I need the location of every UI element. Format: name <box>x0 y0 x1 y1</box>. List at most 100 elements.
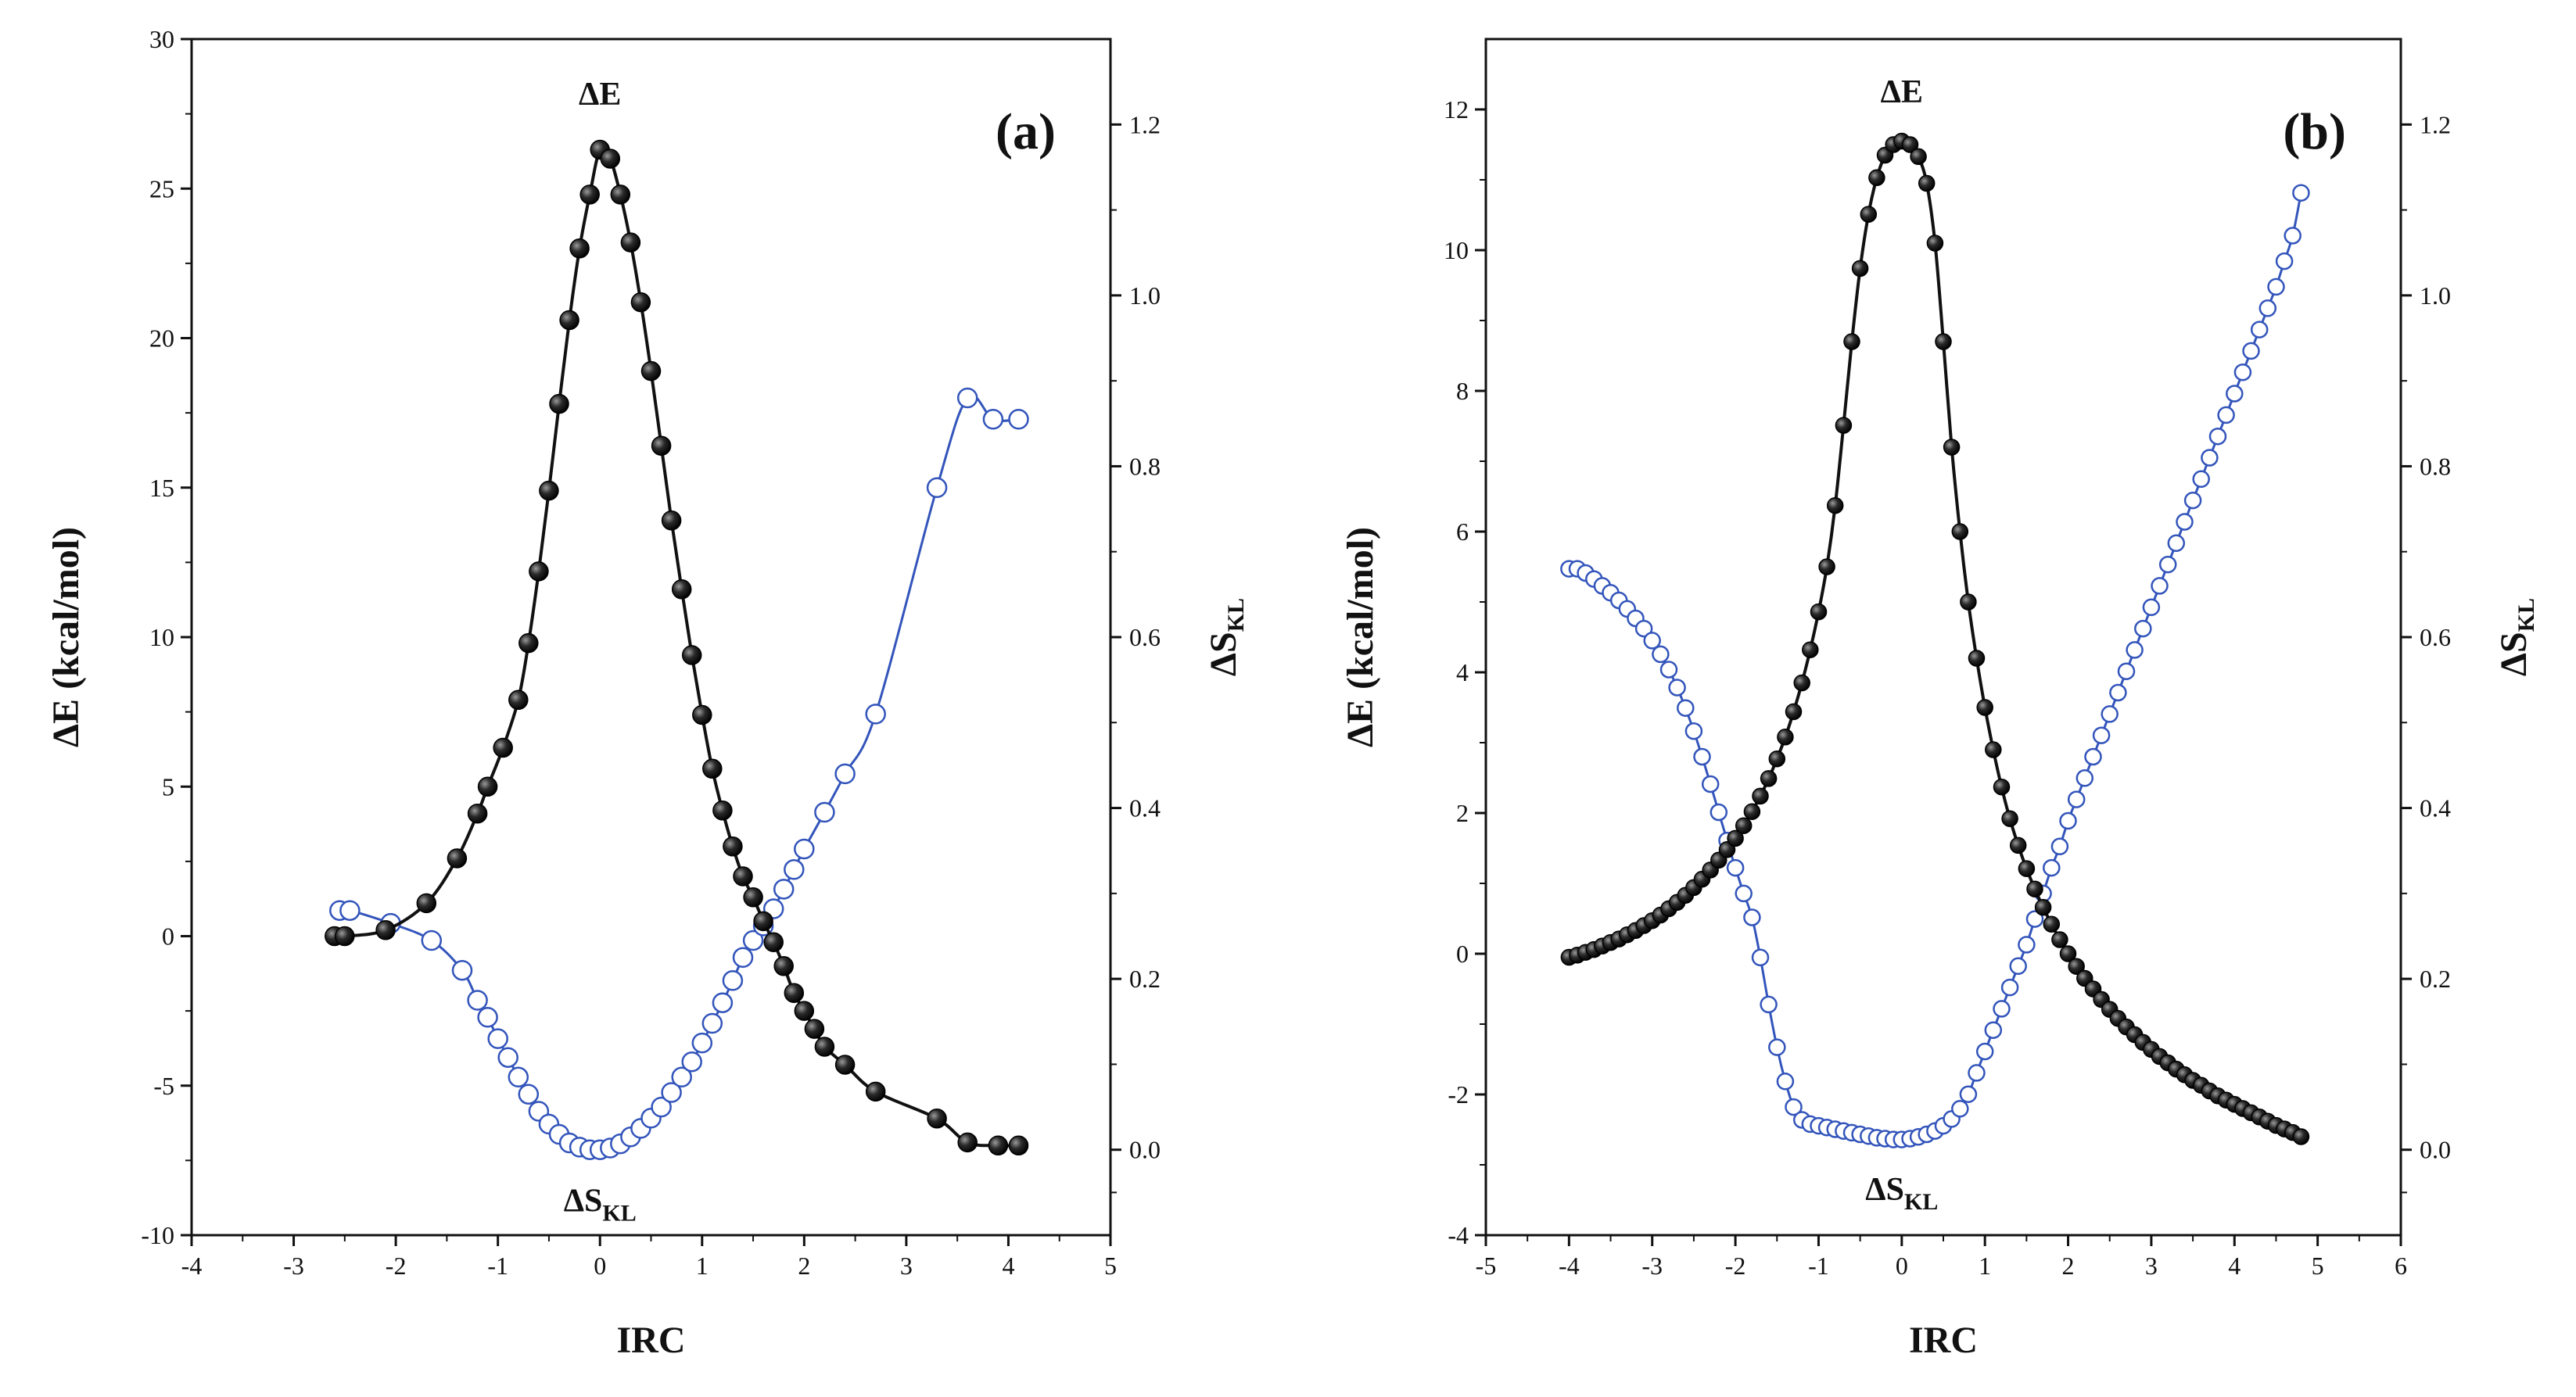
panel-a-series-delta-skl-point <box>467 990 488 1011</box>
panel-a-series-delta-e-point <box>579 184 600 205</box>
panel-a-series-delta-e-point <box>743 887 763 908</box>
panel-a-series-delta-e-point <box>957 1132 978 1153</box>
panel-b-series-delta-e-point <box>1976 699 1993 716</box>
panel-b-series-delta-skl-point <box>2201 449 2219 467</box>
panel-b-series-delta-skl-point <box>2000 978 2019 997</box>
panel-a-ytick-left-label: 25 <box>149 174 174 202</box>
panel-b-series-delta-skl-point <box>2242 342 2260 360</box>
panel-a-ytick-left-label: 30 <box>149 25 174 53</box>
panel-b-series-delta-e-point <box>1718 841 1736 858</box>
panel-a-y-axis-label-right-main: ΔS <box>1203 632 1244 676</box>
panel-b-series-delta-e-point <box>1785 703 1803 721</box>
panel-a-series-delta-skl-point <box>982 409 1004 430</box>
panel-b-series-delta-skl-point <box>1951 1100 1969 1118</box>
panel-b-series-delta-skl-point <box>2267 278 2285 296</box>
panel-a-series-delta-e-point <box>549 393 569 414</box>
panel-b-series-delta-e <box>1560 132 2310 1145</box>
panel-a-series-delta-skl-point <box>814 801 835 823</box>
panel-b-series-delta-e-point <box>1777 729 1794 746</box>
panel-b-ytick-left-label: 2 <box>1456 799 1469 827</box>
panel-b-series-delta-skl-point <box>2208 427 2227 446</box>
panel-a-xtick-label: 4 <box>1002 1252 1014 1280</box>
panel-a-series-delta-e-point <box>640 360 662 381</box>
panel-a-xtick-label: -2 <box>386 1252 407 1280</box>
panel-a-series-delta-skl-point <box>865 704 886 725</box>
panel-b-y-axis-label-right: ΔSKL <box>2493 598 2539 676</box>
panel-b-series-delta-skl-point <box>1776 1073 1795 1091</box>
panel-b-series-delta-skl-point <box>1735 884 1753 903</box>
panel-a-series-delta-e-point <box>773 956 794 976</box>
panel-b-series-delta-skl-point <box>2018 936 2036 954</box>
panel-b-series-delta-e-point <box>1793 674 1810 692</box>
panel-b-series-delta-skl-point <box>2059 811 2077 830</box>
panel-b-series-delta-e-point <box>1960 593 1977 611</box>
panel-b-series-delta-skl-point <box>2233 363 2252 381</box>
panel-a-series-delta-skl-point <box>487 1028 508 1049</box>
panel-b-frame <box>1484 38 2402 1237</box>
panel-b-series-delta-skl-point <box>1677 699 1695 717</box>
panel-a-series-delta-e-point <box>416 893 437 914</box>
panel-a-series-delta-skl-point <box>508 1066 529 1088</box>
panel-a-ytick-left-label: 5 <box>162 772 174 801</box>
panel-a-ytick-left-label: 15 <box>149 474 174 502</box>
panel-b-series-delta-skl-point <box>2275 252 2294 270</box>
panel-b-series-delta-skl-point <box>2176 513 2194 531</box>
panel-b-ytick-right-label: 0.8 <box>2420 452 2451 480</box>
panel-b-ytick-right-label: 1.0 <box>2420 281 2451 310</box>
panel-b-xtick-label: -2 <box>1725 1252 1746 1280</box>
panel-b-series-delta-skl-point <box>1785 1098 1803 1116</box>
panel-a-series-delta-e-point <box>518 632 539 654</box>
panel-b-annotation-main: ΔS <box>1865 1172 1904 1208</box>
panel-a-series-delta-skl-point <box>742 930 764 951</box>
panel-b-series-delta-e-point <box>1868 169 1885 187</box>
panel-a-series-delta-skl-point <box>722 970 744 991</box>
panel-b-series-delta-skl-point <box>2126 641 2144 659</box>
panel-a-series-delta-e-point <box>335 926 355 947</box>
panel-b-series-delta-e-point <box>1943 439 1961 456</box>
panel-b-series-delta-e-point <box>1743 803 1761 820</box>
panel-b-series-delta-skl-point <box>1634 619 1653 638</box>
panel-a-series-delta-e-point <box>529 561 549 582</box>
panel-b-series-delta-e-point <box>2051 931 2068 948</box>
panel-b-series-delta-skl-point <box>2142 598 2161 617</box>
panel-b-series-delta-skl-point <box>2167 534 2186 553</box>
panel-b-xtick-label: 6 <box>2395 1252 2407 1280</box>
panel-a-series-delta-e-point <box>804 1019 825 1039</box>
panel-b-series-delta-skl-point <box>2258 299 2277 317</box>
panel-b-series-delta-skl-point <box>1959 1085 1978 1103</box>
panel-a-series-delta-skl-point <box>712 992 734 1013</box>
panel-b-series-delta-e-point <box>1901 136 1919 153</box>
panel-a-ytick-left-label: 0 <box>162 922 174 951</box>
panel-b-ytick-right-label: 0.2 <box>2420 965 2451 993</box>
panel-b-series-delta-skl-point <box>2292 184 2310 202</box>
panel-b-series-delta-skl-point <box>2067 790 2086 808</box>
panel-a-series-delta-e-point <box>988 1135 1009 1156</box>
panel-b-series-delta-skl-point <box>1726 858 1745 877</box>
panel-b-series-delta-e-point <box>1860 206 1878 223</box>
panel-b-series-delta-skl-point <box>2151 577 2169 595</box>
panel-a-frame <box>190 38 1112 1237</box>
panel-a-series-delta-e-point <box>600 149 621 169</box>
panel-b-ytick-left-label: 6 <box>1456 518 1469 546</box>
panel-b-annotation-delta-e: ΔE <box>1881 74 1923 110</box>
panel-a-xtick-label: 2 <box>798 1252 810 1280</box>
panel-b-series-delta-skl-point <box>2117 662 2136 680</box>
panel-b-ytick-left-label: 10 <box>1444 236 1469 264</box>
panel-a-series-delta-skl-point <box>1008 409 1029 430</box>
panel-b-series-delta-e-point <box>1760 770 1778 787</box>
panel-a-ytick-right-label: 1.0 <box>1129 281 1161 310</box>
panel-a-series-delta-e-point <box>620 232 641 253</box>
panel-a-series-delta-e <box>325 139 1029 1156</box>
panel-b-series-delta-skl-point <box>2009 957 2027 976</box>
panel-b-series-delta-e-point <box>1851 260 1869 278</box>
panel-a-series-delta-e-point <box>569 238 590 259</box>
panel-b-ytick-left-label: 0 <box>1456 940 1469 968</box>
panel-b-series-delta-skl-point <box>2101 705 2119 723</box>
panel-b-series-delta-skl-point <box>2050 837 2069 856</box>
panel-b-series-delta-skl-point <box>2076 769 2094 787</box>
panel-b-series-delta-e-point <box>1918 174 1936 192</box>
panel-b-series-delta-e-point <box>1802 641 1819 658</box>
panel-a-series-delta-e-point <box>784 983 805 1003</box>
panel-a-series-delta-e-point <box>671 579 692 600</box>
panel-b-series-delta-skl-point <box>1693 747 1711 766</box>
